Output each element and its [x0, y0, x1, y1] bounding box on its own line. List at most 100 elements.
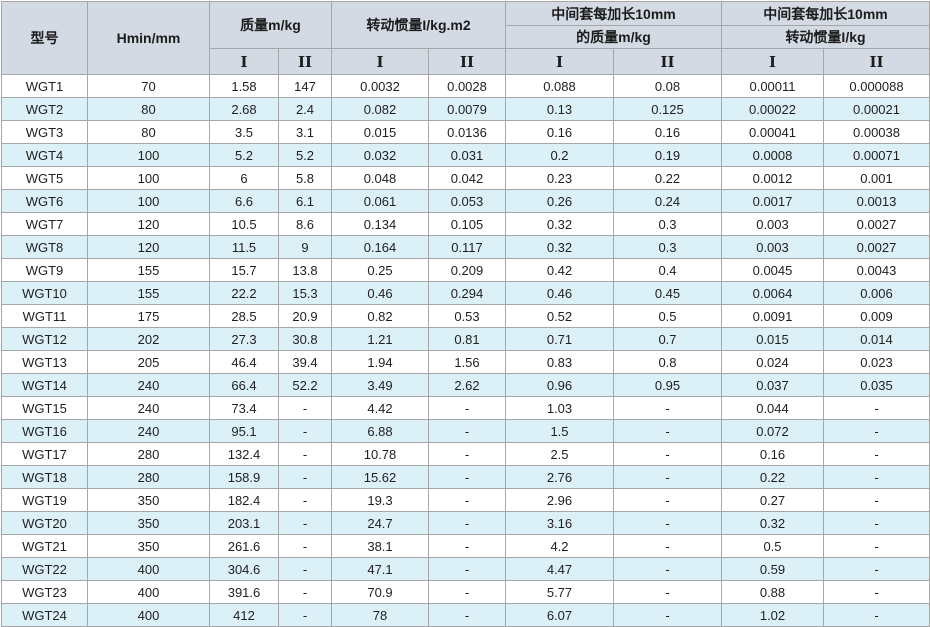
cell-value: -: [613, 488, 722, 512]
cell-value: 0.032: [331, 143, 429, 167]
table-row: WGT13 205 46.4 39.4 1.94 1.56 0.83 0.8 0.024 0.02…: [1, 350, 930, 374]
cell-value: 0.0045: [721, 258, 824, 282]
cell-value: 0.088: [505, 74, 614, 98]
cell-value: -: [428, 465, 506, 489]
cell-value: 20.9: [278, 304, 332, 328]
cell-value: 1.02: [721, 603, 824, 627]
cell-value: 4.42: [331, 396, 429, 420]
cell-value: 0.082: [331, 97, 429, 121]
cell-value: 0.5: [613, 304, 722, 328]
cell-model: WGT23: [1, 580, 88, 604]
cell-value: 240: [87, 396, 210, 420]
table-row: WGT19 350 182.4-19.3-2.96-0.27-: [1, 488, 930, 512]
cell-value: -: [278, 396, 332, 420]
cell-value: 0.8: [613, 350, 722, 374]
cell-value: 73.4: [209, 396, 279, 420]
header-inertia-group: 转动惯量I/kg.m2: [331, 1, 506, 49]
cell-value: 0.19: [613, 143, 722, 167]
cell-model: WGT1: [1, 74, 88, 98]
cell-value: 15.7: [209, 258, 279, 282]
cell-value: -: [278, 419, 332, 443]
cell-value: 52.2: [278, 373, 332, 397]
cell-value: -: [823, 419, 930, 443]
cell-value: 240: [87, 373, 210, 397]
cell-value: 0.16: [721, 442, 824, 466]
cell-model: WGT22: [1, 557, 88, 581]
cell-value: 78: [331, 603, 429, 627]
cell-value: -: [823, 442, 930, 466]
cell-value: 0.0027: [823, 212, 930, 236]
cell-value: 4.47: [505, 557, 614, 581]
table-row: WGT7 120 10.5 8.6 0.134 0.105 0.32 0.3 0.003 0.00…: [1, 212, 930, 236]
cell-value: -: [428, 419, 506, 443]
cell-value: 0.037: [721, 373, 824, 397]
cell-value: 0.023: [823, 350, 930, 374]
cell-value: 0.003: [721, 212, 824, 236]
cell-value: 412: [209, 603, 279, 627]
table-row: WGT6 100 6.6 6.1 0.061 0.053 0.26 0.24 0.0017 0.0…: [1, 189, 930, 213]
cell-value: 0.042: [428, 166, 506, 190]
cell-value: 0.32: [505, 212, 614, 236]
cell-value: 80: [87, 97, 210, 121]
cell-value: 8.6: [278, 212, 332, 236]
cell-value: 203.1: [209, 511, 279, 535]
table-row: WGT17 280 132.4-10.78-2.5-0.16-: [1, 442, 930, 466]
cell-value: 0.014: [823, 327, 930, 351]
cell-value: 0.0136: [428, 120, 506, 144]
table-row: WGT20 350 203.1-24.7-3.16-0.32-: [1, 511, 930, 535]
table-row: WGT14 240 66.4 52.2 3.49 2.62 0.96 0.95 0.037 0.0…: [1, 373, 930, 397]
cell-model: WGT9: [1, 258, 88, 282]
cell-value: 70: [87, 74, 210, 98]
table-row: WGT8 120 11.5 9 0.164 0.117 0.32 0.3 0.003 0.0027: [1, 235, 930, 259]
cell-value: 0.83: [505, 350, 614, 374]
cell-model: WGT24: [1, 603, 88, 627]
cell-value: 1.03: [505, 396, 614, 420]
cell-model: WGT10: [1, 281, 88, 305]
cell-value: 350: [87, 534, 210, 558]
table-row: WGT4 100 5.2 5.2 0.032 0.031 0.2 0.19 0.0008 0.00…: [1, 143, 930, 167]
cell-value: 10.78: [331, 442, 429, 466]
cell-value: 0.26: [505, 189, 614, 213]
cell-value: -: [428, 442, 506, 466]
cell-value: 11.5: [209, 235, 279, 259]
cell-value: -: [823, 511, 930, 535]
cell-value: 6: [209, 166, 279, 190]
cell-model: WGT7: [1, 212, 88, 236]
cell-value: 0.009: [823, 304, 930, 328]
cell-value: 175: [87, 304, 210, 328]
cell-value: 400: [87, 557, 210, 581]
cell-value: 147: [278, 74, 332, 98]
cell-value: 0.001: [823, 166, 930, 190]
subheader-mass-I: I: [209, 48, 279, 75]
cell-value: 0.0032: [331, 74, 429, 98]
cell-value: 39.4: [278, 350, 332, 374]
cell-value: -: [613, 603, 722, 627]
cell-value: 0.4: [613, 258, 722, 282]
cell-value: 205: [87, 350, 210, 374]
cell-value: -: [613, 511, 722, 535]
cell-model: WGT11: [1, 304, 88, 328]
cell-value: 0.52: [505, 304, 614, 328]
cell-value: 0.00011: [721, 74, 824, 98]
cell-model: WGT6: [1, 189, 88, 213]
table-row: WGT12 202 27.3 30.8 1.21 0.81 0.71 0.7 0.015 0.01…: [1, 327, 930, 351]
cell-value: 2.62: [428, 373, 506, 397]
cell-value: 1.58: [209, 74, 279, 98]
cell-value: 2.96: [505, 488, 614, 512]
subheader-inertia-II: II: [428, 48, 506, 75]
cell-value: -: [823, 534, 930, 558]
cell-value: 0.209: [428, 258, 506, 282]
cell-value: 391.6: [209, 580, 279, 604]
cell-value: 15.3: [278, 281, 332, 305]
cell-value: 0.81: [428, 327, 506, 351]
cell-value: -: [428, 511, 506, 535]
cell-value: -: [613, 419, 722, 443]
header-ext-inertia-line2: 转动惯量I/kg: [721, 25, 930, 49]
table-row: WGT18 280 158.9-15.62-2.76-0.22-: [1, 465, 930, 489]
cell-model: WGT19: [1, 488, 88, 512]
cell-value: 350: [87, 488, 210, 512]
cell-value: 2.5: [505, 442, 614, 466]
cell-value: -: [278, 557, 332, 581]
cell-value: -: [428, 488, 506, 512]
cell-value: -: [823, 488, 930, 512]
